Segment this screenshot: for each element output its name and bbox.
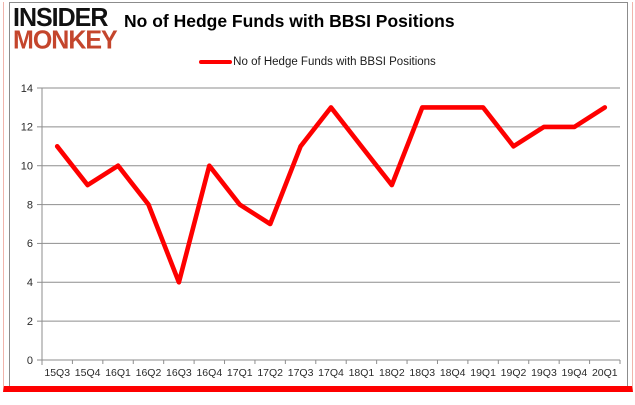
insider-monkey-logo: INSIDER MONKEY	[13, 3, 118, 55]
x-axis-label-19Q1: 19Q1	[470, 367, 496, 379]
y-axis-label-14: 14	[21, 83, 33, 95]
chart-legend: No of Hedge Funds with BBSI Positions	[0, 56, 635, 68]
chart-title: No of Hedge Funds with BBSI Positions	[124, 11, 455, 31]
x-axis-label-17Q1: 17Q1	[227, 367, 253, 379]
x-axis-label-19Q4: 19Q4	[562, 367, 588, 379]
legend-label: No of Hedge Funds with BBSI Positions	[233, 56, 436, 68]
x-axis-label-18Q2: 18Q2	[379, 367, 405, 379]
x-axis-label-19Q3: 19Q3	[531, 367, 557, 379]
x-axis-label-18Q1: 18Q1	[349, 367, 375, 379]
x-axis-label-18Q4: 18Q4	[440, 367, 466, 379]
x-axis-label-17Q4: 17Q4	[318, 367, 344, 379]
x-axis-label-18Q3: 18Q3	[409, 367, 435, 379]
y-axis-label-12: 12	[21, 122, 33, 134]
chart-frame	[9, 2, 628, 386]
x-axis-label-17Q2: 17Q2	[257, 367, 283, 379]
x-axis-label-17Q3: 17Q3	[288, 367, 314, 379]
y-axis-label-4: 4	[27, 277, 33, 289]
x-axis-label-15Q3: 15Q3	[44, 367, 70, 379]
y-axis-label-8: 8	[27, 199, 33, 211]
line-chart: 0 2 4 6 8 10 12 14 15Q3 15Q4 16Q1 16Q2 16Q3 16Q4 17Q1 1…	[21, 83, 621, 379]
x-axis-label-16Q1: 16Q1	[105, 367, 131, 379]
logo-line-insider: INSIDER	[13, 3, 108, 33]
legend-line-swatch	[199, 59, 233, 65]
y-axis-label-6: 6	[27, 238, 33, 250]
y-axis-label-10: 10	[21, 161, 33, 173]
x-axis-label-20Q1: 20Q1	[592, 367, 618, 379]
logo-line-monkey: MONKEY	[13, 25, 118, 55]
x-axis-label-16Q4: 16Q4	[196, 367, 222, 379]
x-axis-label-16Q2: 16Q2	[136, 367, 162, 379]
y-axis-label-0: 0	[27, 355, 33, 367]
series-line-hedge-funds	[54, 105, 608, 285]
y-axis-label-2: 2	[27, 316, 33, 328]
x-axis-label-19Q2: 19Q2	[501, 367, 527, 379]
x-axis-label-16Q3: 16Q3	[166, 367, 192, 379]
x-axis-label-15Q4: 15Q4	[75, 367, 101, 379]
